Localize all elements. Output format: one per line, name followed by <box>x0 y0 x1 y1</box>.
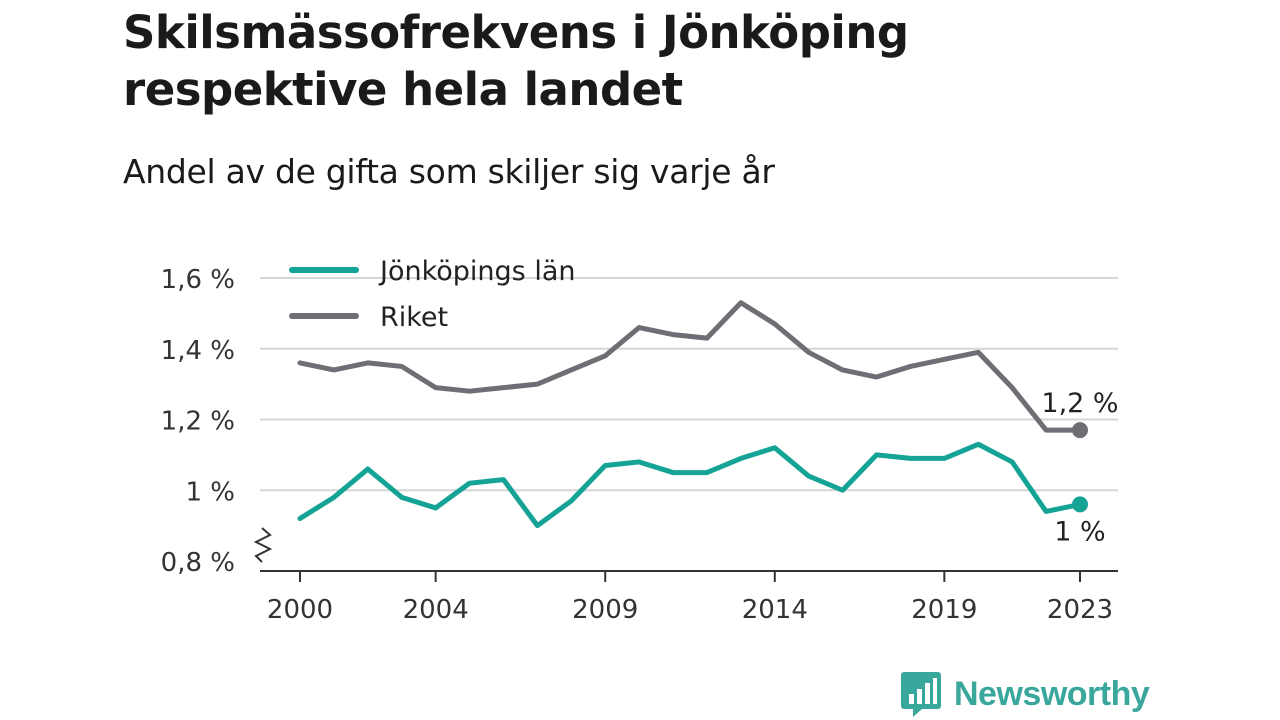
series-endpoint-riket <box>1072 422 1088 439</box>
y-tick-label: 0,8 % <box>161 548 235 578</box>
y-tick-label: 1,4 % <box>161 336 235 366</box>
data-label-riket: 1,2 % <box>1041 388 1118 419</box>
y-tick-label: 1 % <box>185 477 235 507</box>
series-endpoint-jonkoping <box>1072 496 1088 513</box>
chart-subtitle: Andel av de gifta som skiljer sig varje … <box>123 152 775 191</box>
chart-title: Skilsmässofrekvens i Jönköping respektiv… <box>123 6 909 116</box>
x-tick-label: 2019 <box>911 595 977 625</box>
x-tick-label: 2009 <box>572 595 638 625</box>
series-line-jonkoping <box>297 441 1083 529</box>
y-tick-label: 1,6 % <box>161 265 235 295</box>
x-tick-label: 2014 <box>742 595 808 625</box>
y-tick-label: 1,2 % <box>161 407 235 437</box>
series-line-riket <box>297 300 1083 433</box>
data-label-jonkoping: 1 % <box>1054 516 1105 547</box>
legend-label: Jönköpings län <box>378 256 576 287</box>
x-tick-label: 2004 <box>403 595 469 625</box>
legend-label: Riket <box>380 302 448 333</box>
x-tick-label: 2023 <box>1047 595 1113 625</box>
axis-break-icon <box>253 527 273 563</box>
brand: Newsworthy <box>900 670 1150 718</box>
newsworthy-logo-icon <box>901 672 941 717</box>
brand-name: Newsworthy <box>954 674 1150 713</box>
x-tick-label: 2000 <box>267 595 333 625</box>
